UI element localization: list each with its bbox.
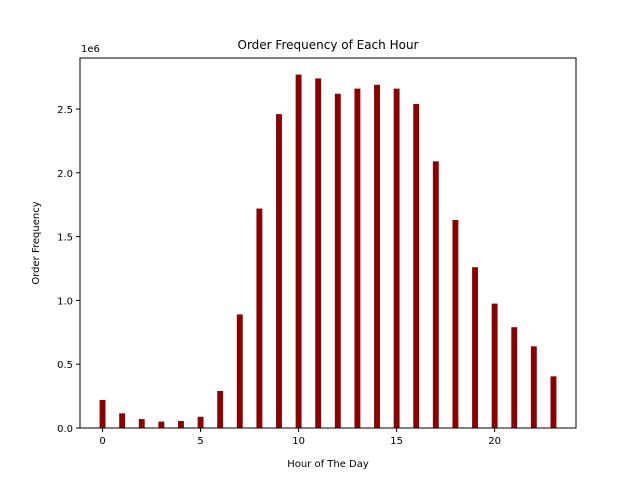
x-tick-label: 20 [488,436,501,447]
y-tick-label: 2.5 [57,105,73,116]
bar-hour-12 [334,93,341,429]
y-axis-label: Order Frequency [31,201,42,284]
bar-hour-5 [197,416,204,428]
bar-hour-16 [413,103,420,429]
bar-hour-17 [432,161,439,428]
y-tick-label: 0.0 [57,424,73,435]
y-tick-label: 1.5 [57,233,73,244]
bar-hour-4 [178,420,184,428]
bar-hour-14 [374,84,380,429]
bar-hour-10 [295,74,302,428]
bar-hour-18 [452,220,459,428]
chart-title: Order Frequency of Each Hour [238,38,419,52]
x-tick-label: 10 [292,436,305,447]
x-tick-label: 5 [197,436,203,447]
bar-hour-21 [511,327,518,428]
x-tick-label: 0 [99,436,105,447]
bar-hour-19 [472,267,478,428]
x-tick-label: 15 [390,436,403,447]
y-tick-label: 0.5 [57,360,73,371]
bar-hour-22 [530,346,537,428]
bar-hour-0 [99,399,106,428]
x-axis-label: Hour of The Day [287,459,369,470]
y-ticks-group: 0.0 0.5 1.0 1.5 2.0 2.5 [57,105,80,435]
y-axis-offset-label: 1e6 [81,44,100,55]
bar-hour-13 [354,88,361,428]
bar-hour-3 [158,421,165,428]
y-tick-label: 2.0 [57,169,73,180]
bar-hour-1 [119,413,126,428]
bar-hour-8 [256,208,263,428]
bar-hour-7 [236,314,243,428]
bar-hour-23 [550,376,557,428]
bars-group [99,74,557,429]
y-tick-label: 1.0 [57,296,73,307]
bar-hour-11 [315,78,322,429]
bar-hour-15 [393,88,400,428]
bar-hour-20 [491,303,498,428]
plot-frame [79,57,577,429]
x-ticks-group: 0 5 10 15 20 [99,428,501,447]
bar-hour-2 [138,419,145,428]
bar-hour-9 [276,114,282,428]
bar-hour-6 [217,391,224,428]
